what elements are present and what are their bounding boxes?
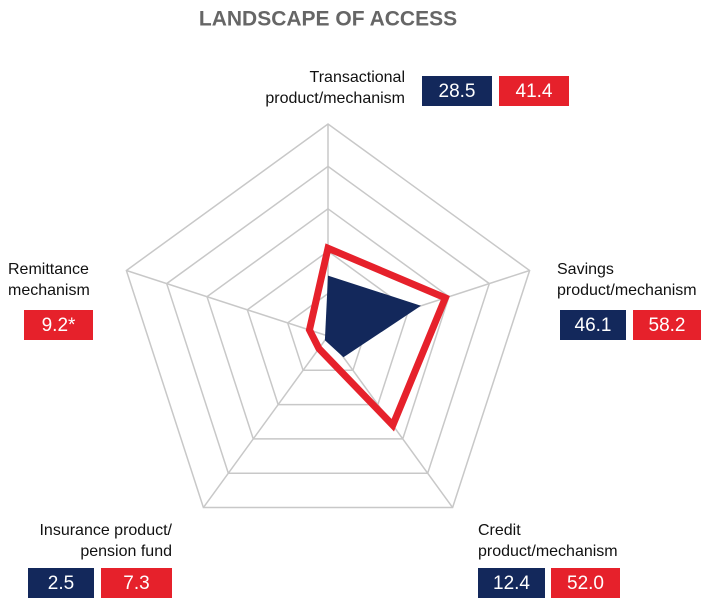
axis-label: mechanism xyxy=(8,282,90,299)
value-label: 58.2 xyxy=(649,315,686,336)
axis-label: Savings xyxy=(557,261,614,278)
value-label: 12.4 xyxy=(493,573,530,594)
value-label: 52.0 xyxy=(567,573,604,594)
value-box xyxy=(499,76,569,106)
axis-label: product/mechanism xyxy=(557,282,697,299)
axis-label: Credit xyxy=(478,522,521,539)
series-shape xyxy=(305,243,450,432)
value-label: 28.5 xyxy=(439,81,476,102)
axis-label: product/mechanism xyxy=(478,543,618,560)
value-label: 9.2* xyxy=(42,315,76,336)
value-label: 41.4 xyxy=(516,81,553,102)
value-box xyxy=(28,568,94,598)
axis-label: Transactional xyxy=(310,69,405,86)
value-box xyxy=(24,310,93,340)
chart-title: LANDSCAPE OF ACCESS xyxy=(199,8,457,31)
value-box xyxy=(101,568,172,598)
axis-label: Remittance xyxy=(8,261,89,278)
spoke xyxy=(126,269,329,337)
grid-ring xyxy=(165,165,491,474)
spoke xyxy=(202,335,329,508)
value-label: 46.1 xyxy=(575,315,612,336)
value-box xyxy=(551,568,620,598)
value-box xyxy=(560,310,626,340)
value-box xyxy=(478,568,545,598)
value-box xyxy=(633,310,701,340)
series-shape xyxy=(324,275,421,358)
axis-label: Insurance product/ xyxy=(39,522,172,539)
grid-ring xyxy=(206,207,450,440)
grid-ring xyxy=(125,123,531,509)
value-label: 2.5 xyxy=(48,573,74,594)
axis-label: pension fund xyxy=(80,543,172,560)
value-box xyxy=(422,76,492,106)
axis-label: product/mechanism xyxy=(265,90,405,107)
value-label: 7.3 xyxy=(123,573,149,594)
